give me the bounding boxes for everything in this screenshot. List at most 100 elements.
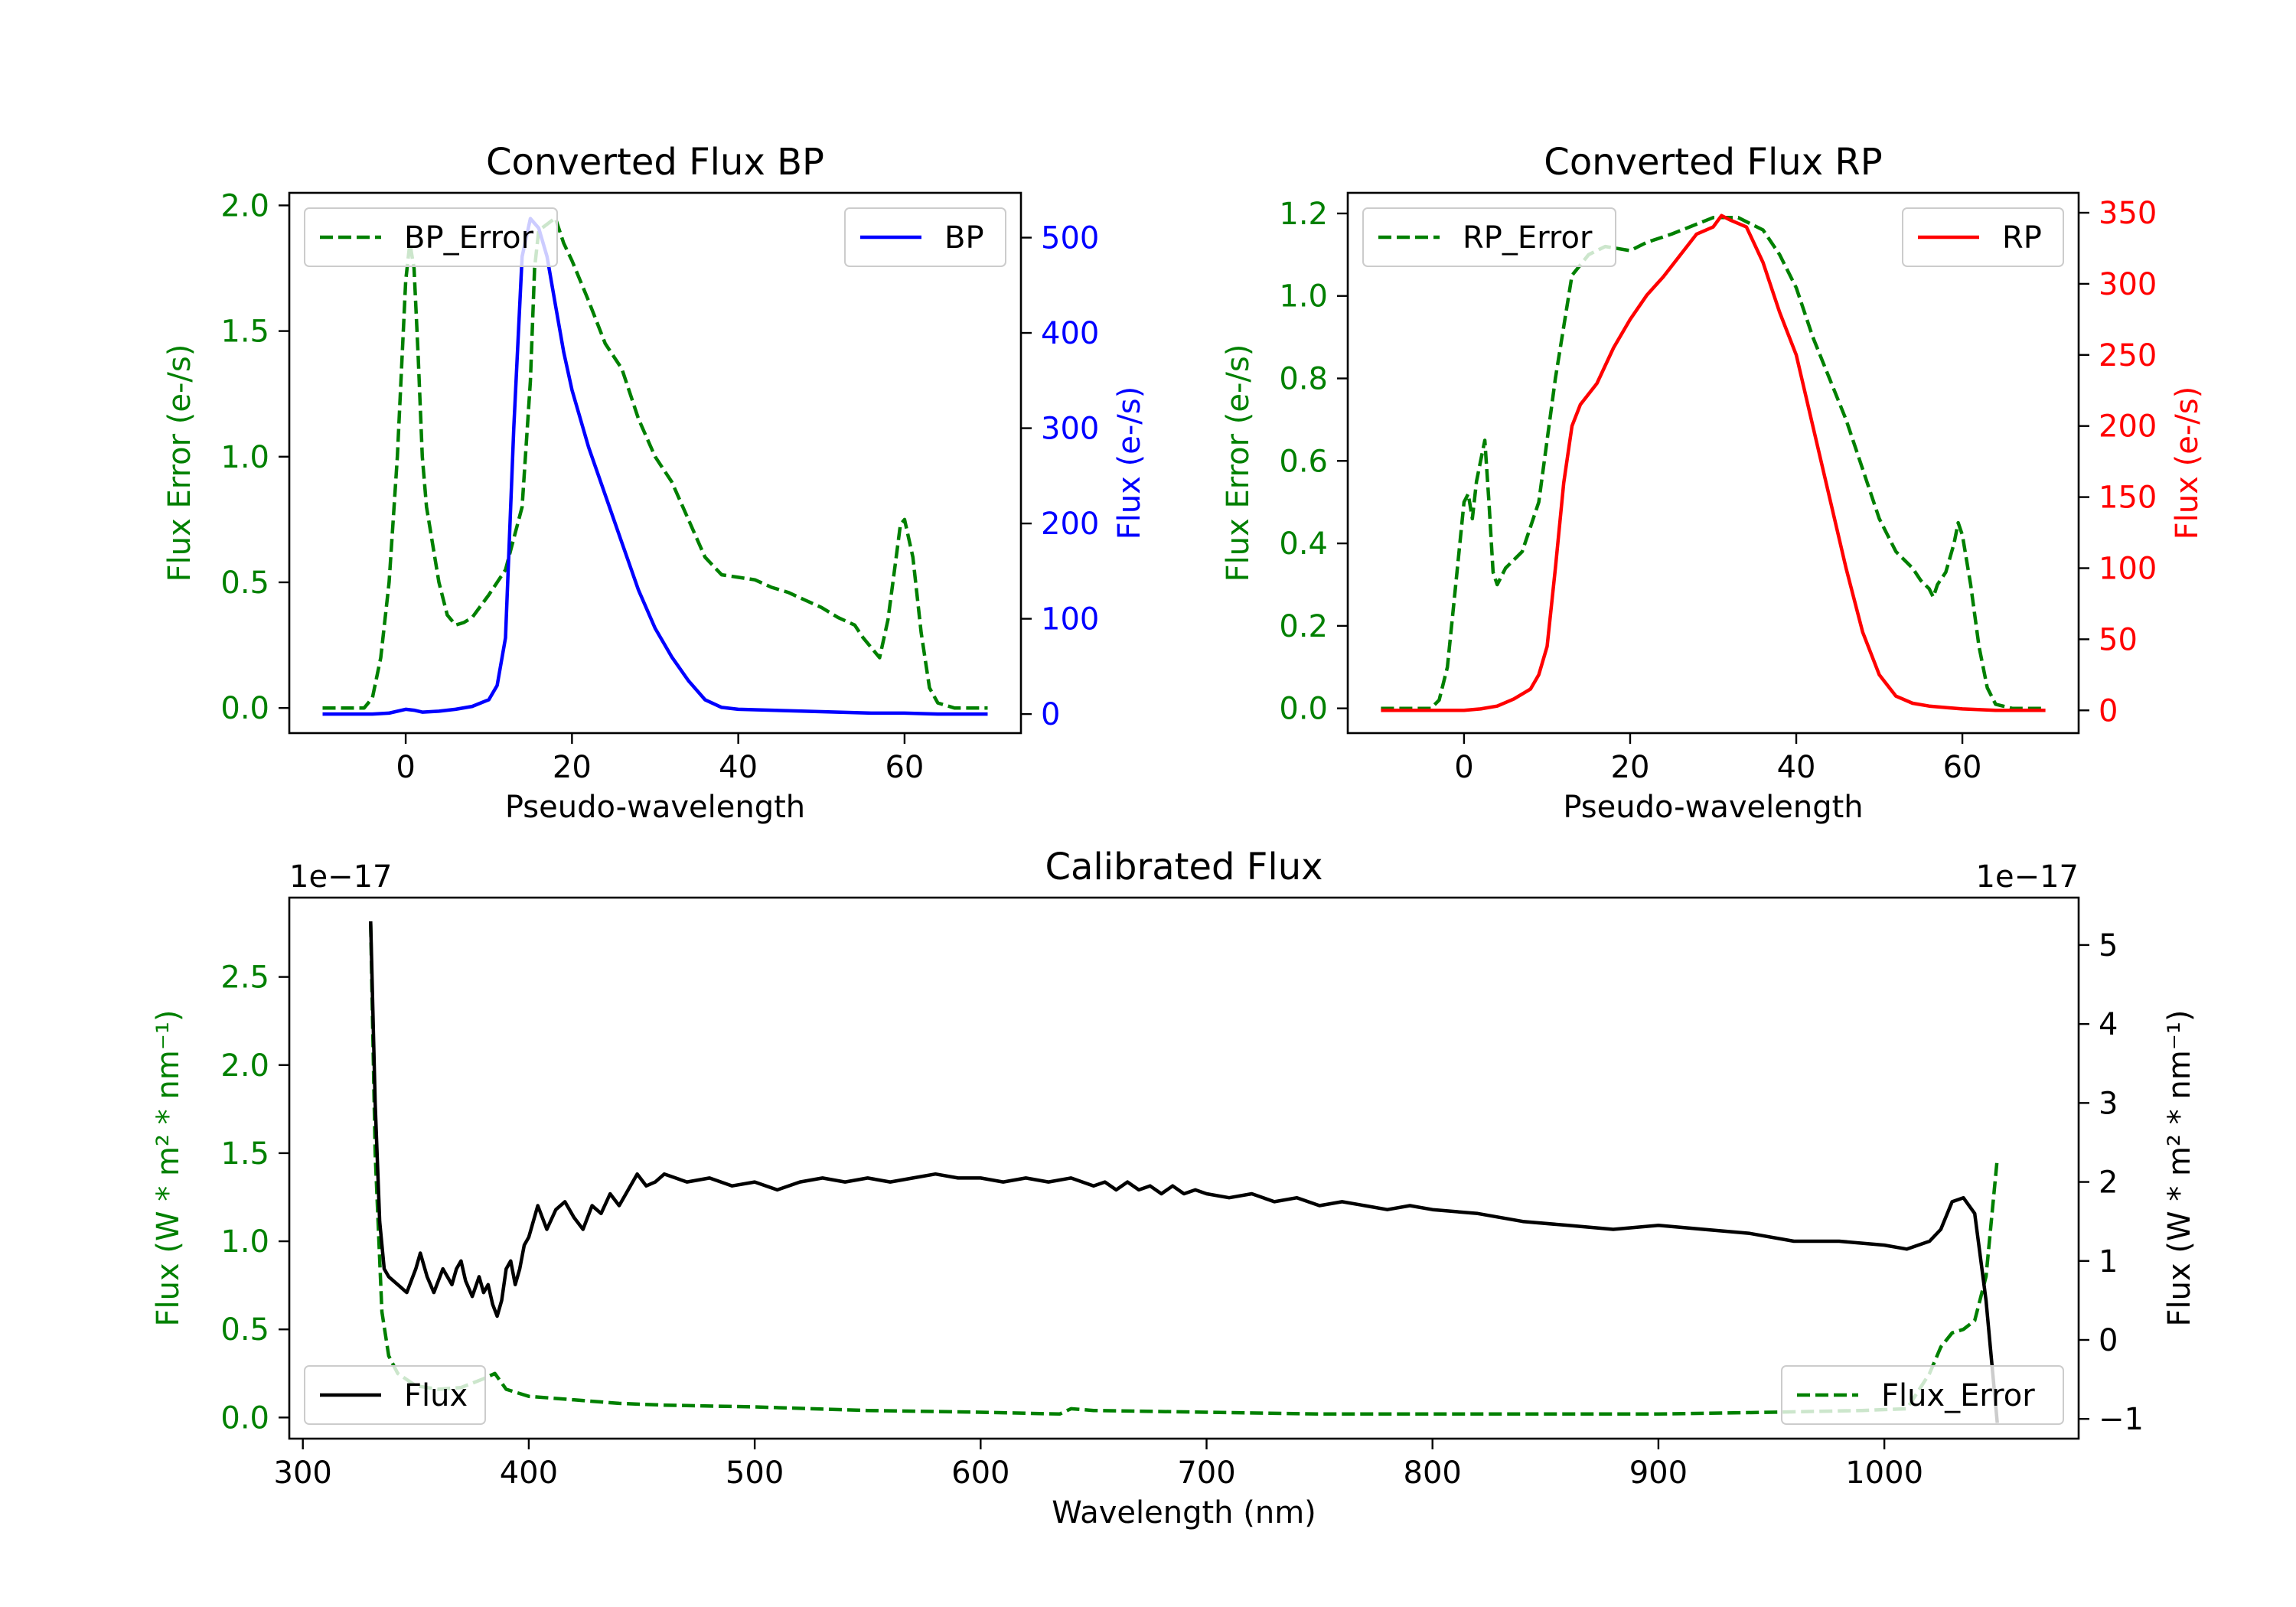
x-tick-label: 20 xyxy=(553,750,592,785)
left-y-tick-label: 1.5 xyxy=(220,1136,269,1172)
right-y-tick-label: 150 xyxy=(2099,481,2157,516)
x-tick-label: 1000 xyxy=(1845,1455,1923,1491)
left-y-tick-label: 1.0 xyxy=(1279,279,1328,315)
x-tick-label: 20 xyxy=(1611,750,1650,785)
right-y-axis-label: Flux (e-/s) xyxy=(2170,386,2205,539)
left-y-tick-label: 0.6 xyxy=(1279,444,1328,479)
legend-label: RP_Error xyxy=(1463,220,1593,256)
right-y-tick-label: 100 xyxy=(2099,551,2157,586)
legend-rp: RP xyxy=(1902,207,2064,267)
legend-label: Flux_Error xyxy=(1881,1378,2035,1413)
chart-title: Converted Flux BP xyxy=(486,141,824,184)
cal-panel: 300 400 500 600 700 800 900 1000 0.0 0.5 1.0 1.5 2.0… xyxy=(151,846,2197,1530)
axes-frame xyxy=(1346,191,2080,735)
series-line-flux xyxy=(369,921,1999,1423)
legend-box xyxy=(304,1365,486,1425)
x-axis-label: Pseudo-wavelength xyxy=(505,790,805,825)
right-y-tick-label: 300 xyxy=(1041,412,1099,447)
left-y-axis-label: Flux Error (e-/s) xyxy=(1221,344,1256,582)
x-tick-label: 500 xyxy=(726,1455,784,1491)
series-line-bp xyxy=(322,217,988,716)
legend-bp-error: BP_Error xyxy=(304,207,558,267)
right-y-tick-label: 100 xyxy=(1041,602,1099,637)
legend-rp-error: RP_Error xyxy=(1362,207,1616,267)
left-y-tick-label: 0.0 xyxy=(220,1400,269,1436)
x-tick-label: 600 xyxy=(951,1455,1009,1491)
legend-bp: BP xyxy=(844,207,1006,267)
rp-panel: 0 20 40 60 0.0 0.2 0.4 0.6 0.8 1.0 1.2 0 50 100 150 200… xyxy=(1221,141,2205,825)
x-tick-label: 40 xyxy=(1777,750,1816,785)
right-y-tick-label: 3 xyxy=(2099,1086,2118,1121)
left-y-tick-label: 2.5 xyxy=(220,960,269,996)
right-y-tick-label: 1 xyxy=(2099,1244,2118,1279)
x-tick-label: 700 xyxy=(1177,1455,1235,1491)
x-tick-label: 400 xyxy=(500,1455,558,1491)
right-y-tick-label: 500 xyxy=(1041,221,1099,256)
axes-frame xyxy=(288,191,1022,735)
x-tick-label: 0 xyxy=(396,750,415,785)
x-tick-label: 60 xyxy=(1943,750,1982,785)
axes-frame xyxy=(288,896,2080,1440)
legend-box xyxy=(1362,207,1616,267)
left-offset-label: 1e−17 xyxy=(289,859,392,895)
left-y-tick-label: 0.2 xyxy=(1279,609,1328,644)
right-offset-label: 1e−17 xyxy=(1976,859,2079,895)
x-tick-label: 0 xyxy=(1454,750,1473,785)
left-y-tick-label: 1.0 xyxy=(220,440,269,475)
series-line-bp-error xyxy=(322,216,988,710)
legend-label: RP xyxy=(2002,220,2042,256)
left-y-tick-label: 0.8 xyxy=(1279,362,1328,397)
right-y-tick-label: 0 xyxy=(1041,697,1060,732)
left-y-tick-label: 0.0 xyxy=(1279,692,1328,727)
legend-box xyxy=(1781,1365,2064,1425)
series-line-flux-error xyxy=(369,924,1999,1416)
left-y-tick-label: 1.5 xyxy=(220,315,269,350)
legend-label: BP_Error xyxy=(404,220,534,256)
right-y-tick-label: 50 xyxy=(2099,622,2138,657)
legend-box xyxy=(844,207,1006,267)
x-tick-label: 60 xyxy=(885,750,924,785)
x-tick-label: 800 xyxy=(1404,1455,1462,1491)
right-y-axis-label: Flux (e-/s) xyxy=(1112,386,1147,539)
left-y-tick-label: 2.0 xyxy=(220,188,269,223)
left-y-tick-label: 0.5 xyxy=(220,566,269,601)
left-y-axis-label: Flux (W * m² * nm⁻¹) xyxy=(151,1010,186,1327)
left-y-tick-label: 2.0 xyxy=(220,1048,269,1084)
bp-panel: 0 20 40 60 0.0 0.5 1.0 1.5 2.0 0 100 200 300 400 500 Co… xyxy=(162,141,1147,825)
right-y-tick-label: 0 xyxy=(2099,1323,2118,1358)
x-tick-label: 900 xyxy=(1629,1455,1688,1491)
right-y-tick-label: 400 xyxy=(1041,316,1099,351)
right-y-tick-label: 2 xyxy=(2099,1165,2118,1201)
series-line-rp-error xyxy=(1381,216,2046,710)
x-axis-label: Pseudo-wavelength xyxy=(1563,790,1863,825)
right-y-tick-label: 250 xyxy=(2099,338,2157,373)
legend-flux-error: Flux_Error xyxy=(1781,1365,2064,1425)
legend-box xyxy=(304,207,558,267)
right-y-tick-label: 300 xyxy=(2099,267,2157,302)
right-y-tick-label: 4 xyxy=(2099,1007,2118,1042)
chart-title: Converted Flux RP xyxy=(1544,141,1882,184)
left-y-tick-label: 0.5 xyxy=(220,1312,269,1348)
legend-box xyxy=(1902,207,2064,267)
x-tick-label: 40 xyxy=(719,750,758,785)
legend-flux: Flux xyxy=(304,1365,486,1425)
right-y-tick-label: 5 xyxy=(2099,928,2118,963)
left-y-tick-label: 1.0 xyxy=(220,1224,269,1260)
x-axis-label: Wavelength (nm) xyxy=(1052,1495,1316,1530)
x-tick-label: 300 xyxy=(274,1455,332,1491)
right-y-tick-label: 350 xyxy=(2099,196,2157,231)
right-y-tick-label: −1 xyxy=(2099,1402,2144,1437)
left-y-tick-label: 0.0 xyxy=(220,691,269,726)
left-y-tick-label: 0.4 xyxy=(1279,526,1328,562)
right-y-tick-label: 200 xyxy=(1041,507,1099,542)
right-y-axis-label: Flux (W * m² * nm⁻¹) xyxy=(2162,1010,2197,1327)
right-y-tick-label: 200 xyxy=(2099,409,2157,445)
series-line-rp xyxy=(1381,214,2046,712)
left-y-tick-label: 1.2 xyxy=(1279,197,1328,232)
legend-label: Flux xyxy=(404,1378,468,1413)
right-y-tick-label: 0 xyxy=(2099,693,2118,729)
left-y-axis-label: Flux Error (e-/s) xyxy=(162,344,197,582)
chart-title: Calibrated Flux xyxy=(1045,846,1322,888)
legend-label: BP xyxy=(944,220,984,256)
